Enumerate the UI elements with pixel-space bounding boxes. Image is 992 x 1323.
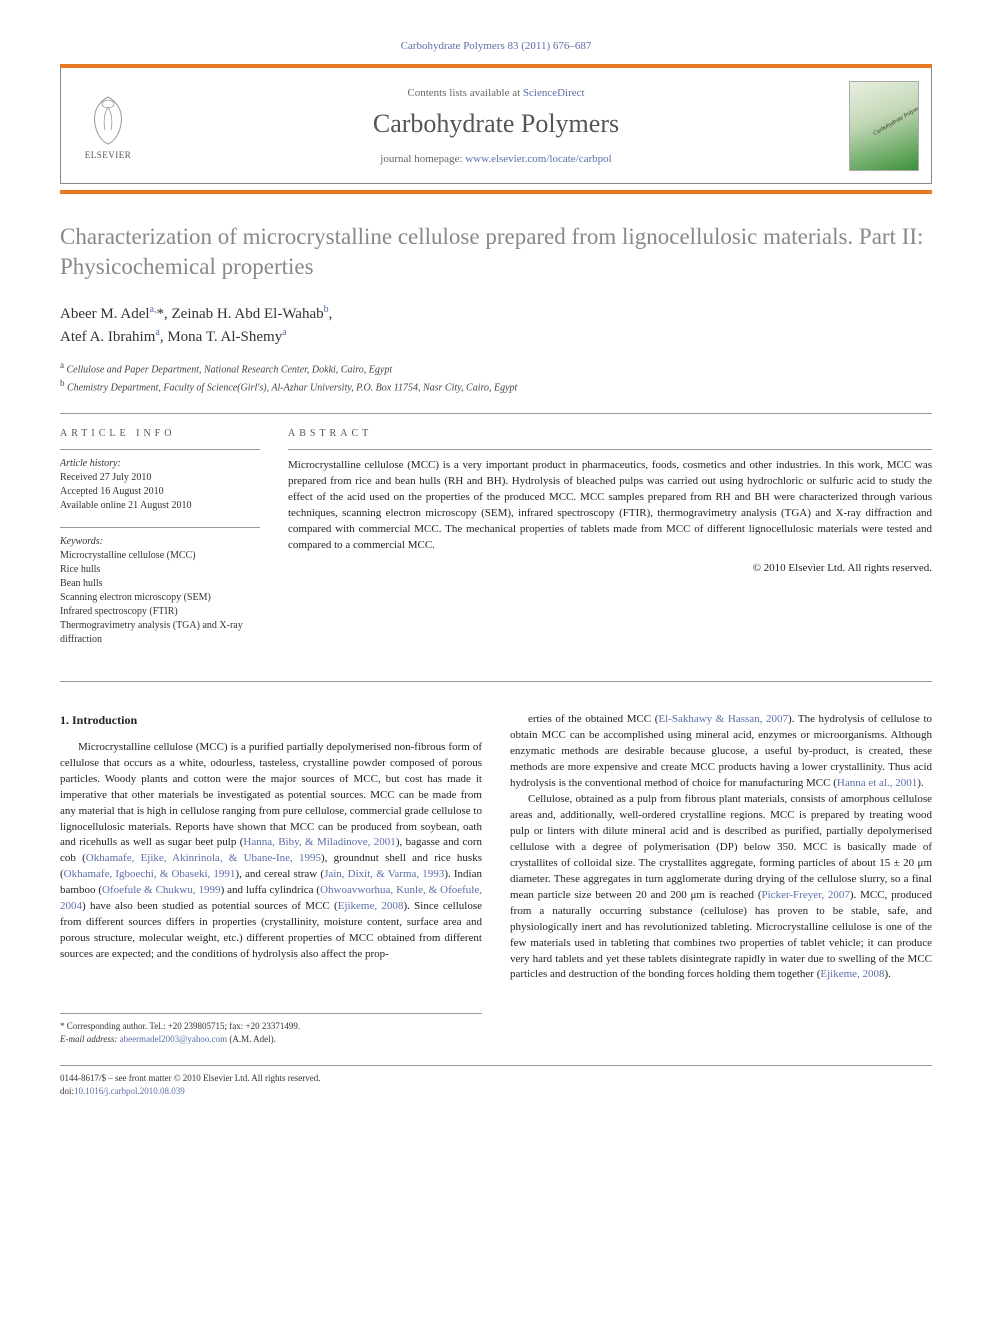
article-title: Characterization of microcrystalline cel… (60, 222, 932, 282)
corr-line-1: * Corresponding author. Tel.: +20 239805… (60, 1020, 482, 1033)
doi-label: doi: (60, 1086, 74, 1096)
elsevier-logo: ELSEVIER (73, 83, 143, 168)
section-heading-introduction: 1. Introduction (60, 712, 482, 729)
homepage-prefix: journal homepage: (380, 153, 465, 165)
affiliations: a Cellulose and Paper Department, Nation… (60, 359, 932, 396)
abstract-heading: ABSTRACT (288, 428, 932, 439)
abstract-copyright: © 2010 Elsevier Ltd. All rights reserved… (288, 562, 932, 574)
intro-paragraph-1: Microcrystalline cellulose (MCC) is a pu… (60, 740, 482, 963)
corr-email-link[interactable]: abeermadel2003@yahoo.com (120, 1034, 228, 1044)
article-history-label: Article history: (60, 458, 260, 469)
journal-cover-thumbnail (849, 81, 919, 171)
divider (60, 681, 932, 682)
keywords: Microcrystalline cellulose (MCC)Rice hul… (60, 549, 260, 647)
sciencedirect-link[interactable]: ScienceDirect (523, 87, 585, 99)
keywords-label: Keywords: (60, 536, 260, 547)
contents-prefix: Contents lists available at (407, 87, 522, 99)
affiliation-b: b Chemistry Department, Faculty of Scien… (60, 377, 932, 395)
body-columns: 1. Introduction Microcrystalline cellulo… (60, 712, 932, 1045)
journal-reference: Carbohydrate Polymers 83 (2011) 676–687 (60, 40, 932, 52)
orange-divider (60, 190, 932, 194)
homepage-link[interactable]: www.elsevier.com/locate/carbpol (465, 153, 612, 165)
intro-paragraph-2: erties of the obtained MCC (El-Sakhawy &… (510, 712, 932, 792)
email-suffix: (A.M. Adel). (227, 1034, 276, 1044)
divider (60, 413, 932, 414)
article-info-column: ARTICLE INFO Article history: Received 2… (60, 428, 260, 661)
journal-header-box: ELSEVIER Contents lists available at Sci… (60, 64, 932, 184)
journal-name: Carbohydrate Polymers (163, 109, 829, 139)
footer-doi-line: doi:10.1016/j.carbpol.2010.08.039 (60, 1085, 932, 1098)
article-history: Received 27 July 2010Accepted 16 August … (60, 471, 260, 513)
corresponding-author-note: * Corresponding author. Tel.: +20 239805… (60, 1013, 482, 1045)
author-list: Abeer M. Adela,*, Zeinab H. Abd El-Wahab… (60, 302, 932, 349)
footer-copyright: 0144-8617/$ – see front matter © 2010 El… (60, 1072, 932, 1085)
publisher-name: ELSEVIER (85, 150, 132, 160)
page-footer: 0144-8617/$ – see front matter © 2010 El… (60, 1065, 932, 1097)
abstract-text: Microcrystalline cellulose (MCC) is a ve… (288, 449, 932, 554)
affiliation-a: a Cellulose and Paper Department, Nation… (60, 359, 932, 377)
homepage-line: journal homepage: www.elsevier.com/locat… (163, 153, 829, 165)
article-info-heading: ARTICLE INFO (60, 428, 260, 439)
corr-email-line: E-mail address: abeermadel2003@yahoo.com… (60, 1033, 482, 1046)
body-column-left: 1. Introduction Microcrystalline cellulo… (60, 712, 482, 1045)
email-label: E-mail address: (60, 1034, 120, 1044)
doi-link[interactable]: 10.1016/j.carbpol.2010.08.039 (74, 1086, 185, 1096)
intro-paragraph-3: Cellulose, obtained as a pulp from fibro… (510, 792, 932, 983)
abstract-column: ABSTRACT Microcrystalline cellulose (MCC… (288, 428, 932, 661)
body-column-right: erties of the obtained MCC (El-Sakhawy &… (510, 712, 932, 1045)
contents-available-line: Contents lists available at ScienceDirec… (163, 87, 829, 99)
